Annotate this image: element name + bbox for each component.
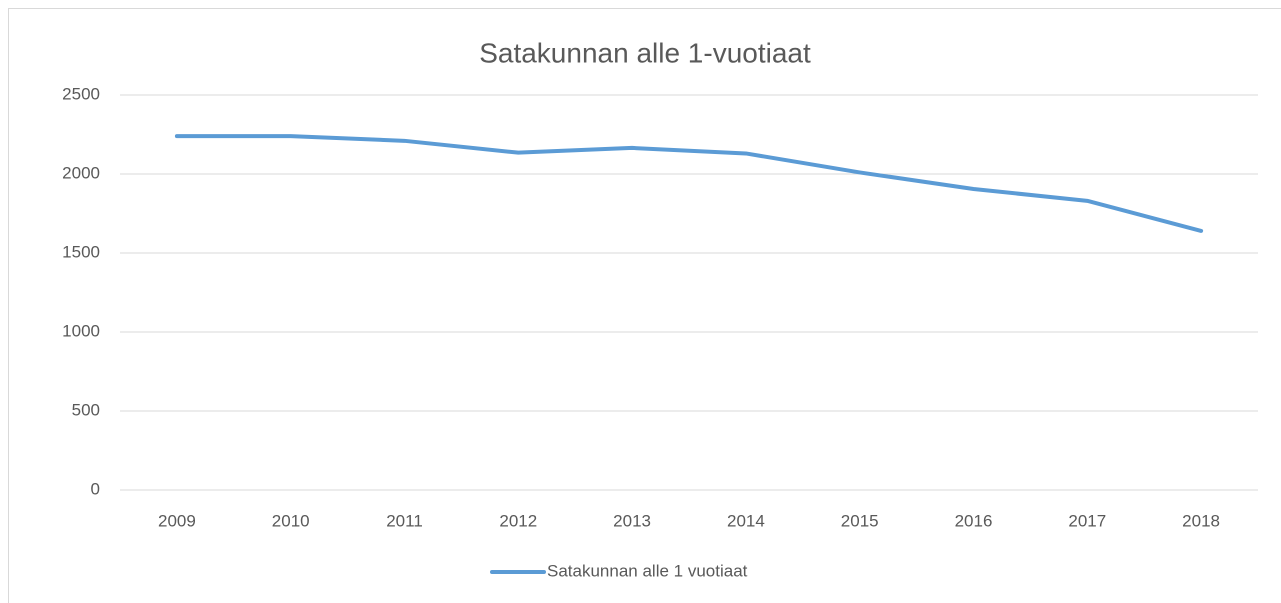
y-tick-label: 2000 <box>62 163 100 182</box>
data-line <box>174 134 1204 233</box>
chart-frame <box>8 8 1281 603</box>
x-tick-label: 2015 <box>841 511 879 530</box>
x-tick-label: 2010 <box>272 511 310 530</box>
x-tick-label: 2011 <box>386 511 423 530</box>
legend-label: Satakunnan alle 1 vuotiaat <box>547 561 748 580</box>
x-tick-label: 2014 <box>727 511 765 530</box>
x-tick-label: 2013 <box>613 511 651 530</box>
x-tick-label: 2017 <box>1068 511 1106 530</box>
x-tick-label: 2009 <box>158 511 196 530</box>
chart-title: Satakunnan alle 1-vuotiaat <box>479 37 811 68</box>
y-tick-label: 2500 <box>62 84 100 103</box>
x-tick-label: 2018 <box>1182 511 1220 530</box>
y-tick-label: 500 <box>72 400 100 419</box>
y-tick-label: 0 <box>91 479 100 498</box>
y-tick-label: 1500 <box>62 242 100 261</box>
x-tick-label: 2016 <box>955 511 993 530</box>
y-tick-label: 1000 <box>62 321 100 340</box>
x-tick-label: 2012 <box>499 511 537 530</box>
